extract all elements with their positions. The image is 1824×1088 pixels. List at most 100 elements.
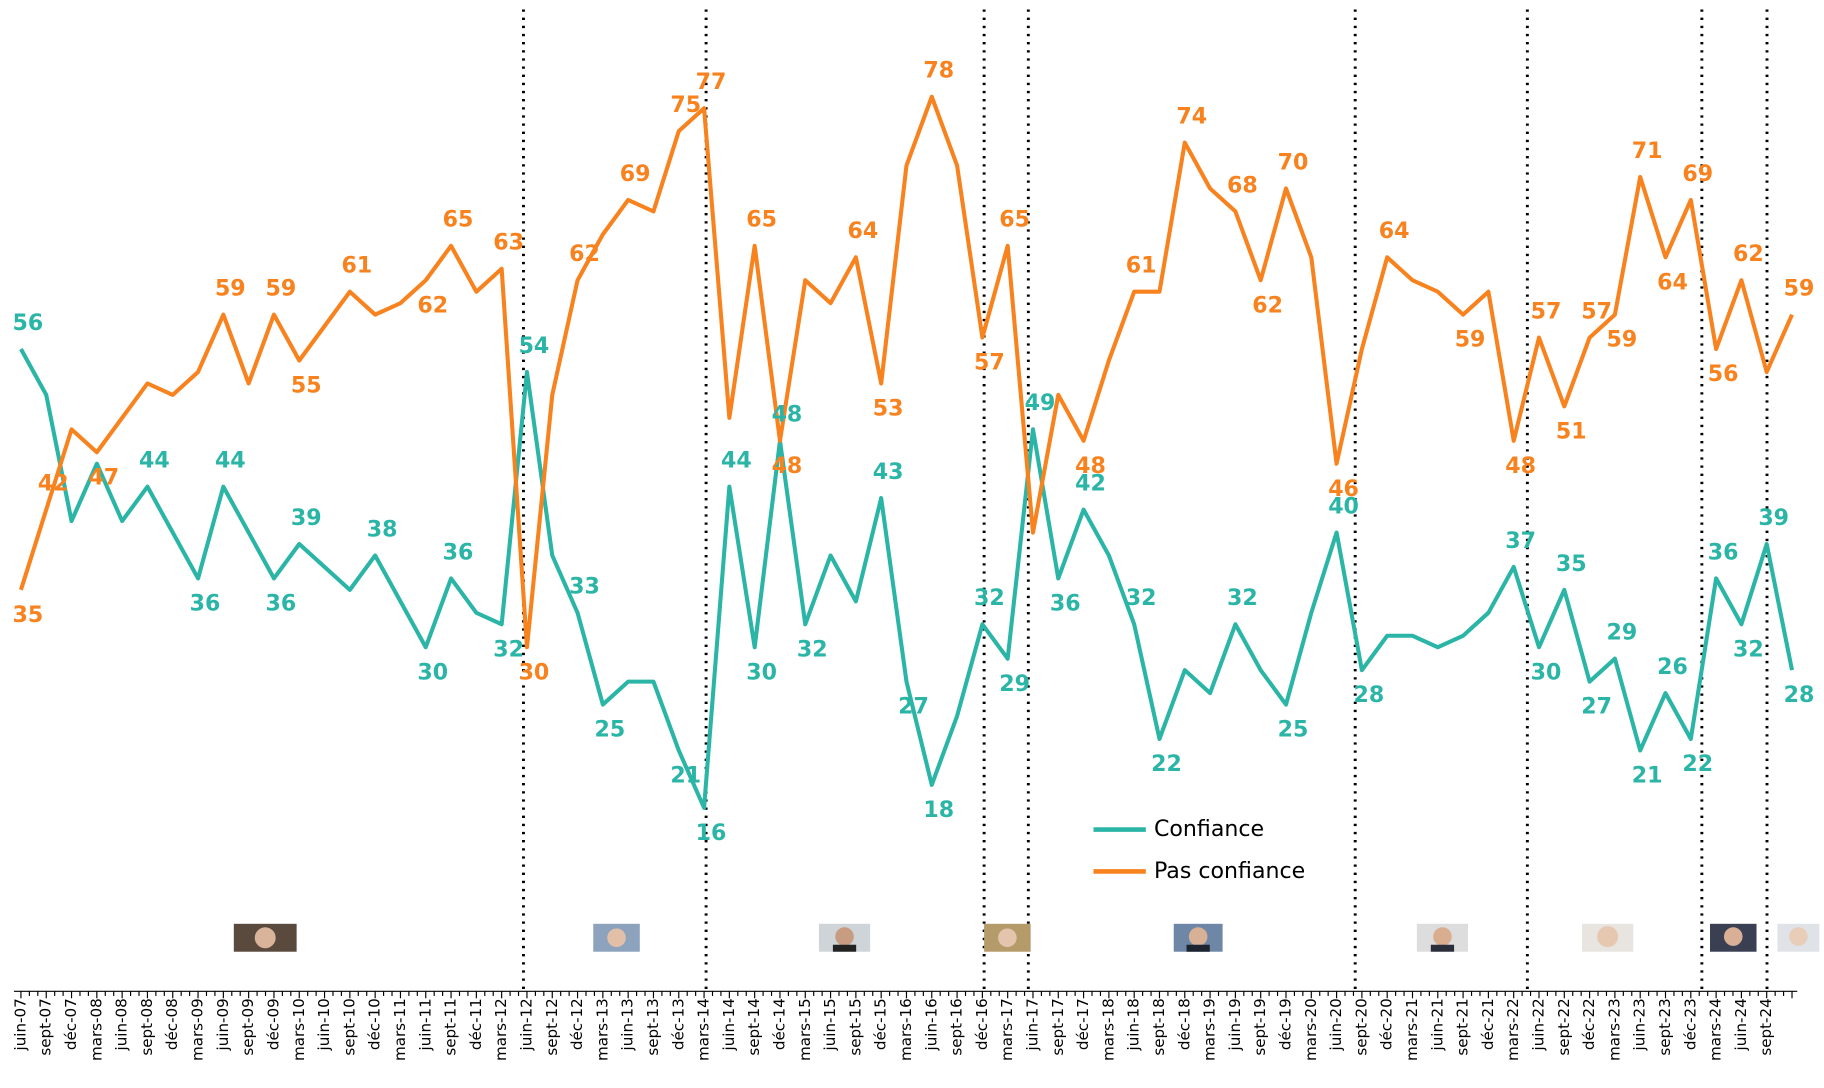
x-tick-label: mars-08 bbox=[87, 998, 105, 1061]
data-label: 65 bbox=[746, 207, 777, 233]
legend: Confiance Pas confiance bbox=[1093, 816, 1305, 884]
x-tick-label: sept-12 bbox=[543, 998, 561, 1055]
x-tick-label: mars-20 bbox=[1302, 998, 1320, 1061]
x-tick-label: déc-22 bbox=[1580, 998, 1598, 1050]
data-label: 44 bbox=[139, 448, 170, 474]
data-label: 42 bbox=[38, 471, 69, 497]
portrait bbox=[1417, 924, 1468, 952]
x-tick-label: déc-11 bbox=[467, 998, 485, 1050]
data-label: 69 bbox=[1682, 161, 1713, 187]
data-label: 57 bbox=[974, 350, 1005, 376]
data-label: 68 bbox=[1227, 172, 1258, 198]
data-label: 55 bbox=[291, 373, 322, 399]
x-tick-label: déc-09 bbox=[264, 998, 282, 1050]
x-tick-label: sept-21 bbox=[1454, 998, 1472, 1055]
x-tick-label: mars-15 bbox=[796, 998, 814, 1061]
legend-label: Pas confiance bbox=[1154, 858, 1305, 884]
portrait bbox=[984, 924, 1031, 952]
data-label: 32 bbox=[1126, 585, 1157, 611]
data-label: 70 bbox=[1278, 149, 1309, 175]
data-label: 30 bbox=[519, 659, 550, 685]
data-label: 62 bbox=[569, 241, 600, 267]
data-label: 54 bbox=[519, 333, 550, 359]
data-label: 29 bbox=[999, 671, 1030, 697]
data-label: 48 bbox=[1075, 453, 1106, 479]
data-label: 43 bbox=[873, 459, 904, 485]
data-label: 28 bbox=[1353, 682, 1384, 708]
data-label: 32 bbox=[1733, 636, 1764, 662]
data-label: 25 bbox=[594, 717, 625, 743]
x-tick-label: déc-21 bbox=[1479, 998, 1497, 1050]
x-tick-label: juin-13 bbox=[619, 998, 637, 1051]
x-tick-label: juin-09 bbox=[214, 998, 232, 1051]
x-tick-label: déc-20 bbox=[1378, 998, 1396, 1050]
data-label: 36 bbox=[1708, 539, 1739, 565]
data-label: 25 bbox=[1278, 717, 1309, 743]
x-tick-label: juin-16 bbox=[922, 998, 940, 1051]
x-tick-label: sept-18 bbox=[1150, 998, 1168, 1055]
x-tick-label: déc-23 bbox=[1681, 998, 1699, 1050]
data-label: 32 bbox=[1227, 585, 1258, 611]
x-tick-label: mars-11 bbox=[391, 998, 409, 1061]
x-tick-label: mars-12 bbox=[492, 998, 510, 1061]
data-label: 38 bbox=[367, 516, 398, 542]
data-label: 36 bbox=[190, 591, 221, 617]
x-tick-label: mars-09 bbox=[189, 998, 207, 1061]
x-tick-label: mars-19 bbox=[1201, 998, 1219, 1061]
x-tick-label: mars-18 bbox=[1099, 998, 1117, 1061]
data-label: 37 bbox=[1505, 528, 1536, 554]
data-label: 74 bbox=[1176, 104, 1207, 130]
data-label: 48 bbox=[1505, 453, 1536, 479]
data-label: 59 bbox=[1784, 276, 1815, 302]
data-label: 35 bbox=[13, 602, 44, 628]
portrait bbox=[593, 924, 640, 952]
x-tick-label: juin-21 bbox=[1428, 998, 1446, 1051]
data-label: 22 bbox=[1151, 751, 1182, 777]
data-label: 22 bbox=[1682, 751, 1713, 777]
x-tick-label: déc-19 bbox=[1276, 998, 1294, 1050]
x-tick-label: juin-23 bbox=[1631, 998, 1649, 1051]
portrait bbox=[234, 924, 297, 952]
x-tick-label: déc-16 bbox=[973, 998, 991, 1050]
data-label: 48 bbox=[772, 453, 803, 479]
data-label: 51 bbox=[1556, 418, 1587, 444]
x-tick-label: juin-24 bbox=[1732, 998, 1750, 1051]
data-label: 63 bbox=[493, 230, 524, 256]
x-tick-label: juin-08 bbox=[113, 998, 131, 1051]
x-tick-label: juin-15 bbox=[821, 998, 839, 1051]
x-tick-label: mars-24 bbox=[1707, 998, 1725, 1061]
portrait bbox=[1174, 924, 1223, 952]
portrait bbox=[819, 924, 870, 952]
data-label: 62 bbox=[1252, 292, 1283, 318]
x-tick-label: sept-09 bbox=[239, 998, 257, 1055]
data-label: 64 bbox=[847, 218, 878, 244]
x-tick-label: juin-07 bbox=[11, 998, 29, 1051]
data-label: 56 bbox=[1708, 361, 1739, 387]
x-tick-label: juin-12 bbox=[517, 998, 535, 1051]
data-label: 65 bbox=[443, 207, 474, 233]
data-label: 59 bbox=[1455, 327, 1486, 353]
data-label: 28 bbox=[1784, 682, 1815, 708]
data-label: 29 bbox=[1607, 620, 1638, 646]
data-label: 64 bbox=[1657, 269, 1688, 295]
portraits bbox=[234, 924, 1820, 952]
x-tick-label: déc-08 bbox=[163, 998, 181, 1050]
x-tick-label: sept-19 bbox=[1251, 998, 1269, 1055]
x-tick-label: mars-17 bbox=[998, 998, 1016, 1061]
x-tick-label: mars-13 bbox=[593, 998, 611, 1061]
x-tick-label: sept-16 bbox=[948, 998, 966, 1055]
x-tick-label: sept-17 bbox=[1049, 998, 1067, 1055]
data-label: 59 bbox=[1607, 327, 1638, 353]
data-label: 36 bbox=[443, 539, 474, 565]
data-label: 39 bbox=[291, 505, 322, 531]
x-tick-label: juin-20 bbox=[1327, 998, 1345, 1051]
data-label: 53 bbox=[873, 396, 904, 422]
x-tick-label: déc-15 bbox=[872, 998, 890, 1050]
x-tick-label: juin-17 bbox=[1023, 998, 1041, 1051]
portrait bbox=[1777, 924, 1819, 952]
x-tick-label: juin-18 bbox=[1125, 998, 1143, 1051]
data-label: 62 bbox=[1733, 241, 1764, 267]
x-tick-label: sept-07 bbox=[37, 998, 55, 1055]
data-label: 32 bbox=[974, 585, 1005, 611]
data-label: 47 bbox=[88, 464, 119, 490]
